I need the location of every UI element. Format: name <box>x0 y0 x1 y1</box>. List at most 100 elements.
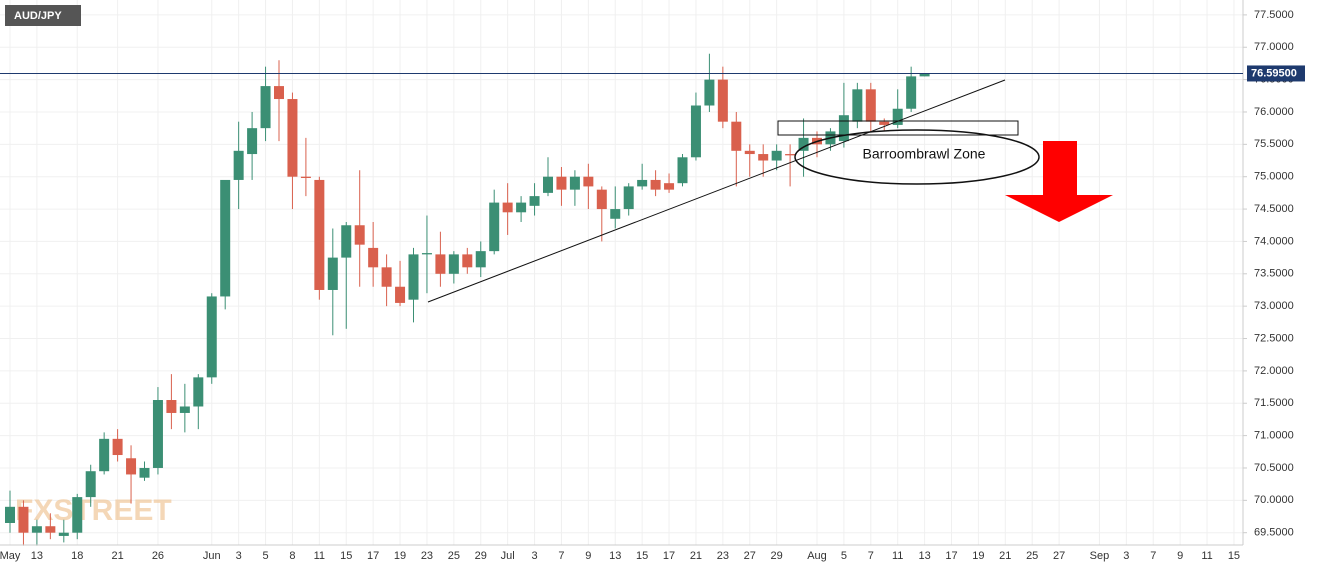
price-label: 76.59500 <box>1251 67 1297 79</box>
x-tick-label: 7 <box>868 550 874 562</box>
y-tick-label: 75.0000 <box>1254 171 1294 183</box>
candle-body <box>798 137 809 151</box>
candle-body <box>274 86 284 100</box>
x-tick-label: 25 <box>1026 550 1038 562</box>
candle-body <box>206 296 217 378</box>
watermark: FXSTREET <box>15 494 172 527</box>
x-tick-label: 17 <box>945 550 957 562</box>
candle-body <box>690 105 701 158</box>
x-tick-label: 21 <box>999 550 1011 562</box>
candle-body <box>260 86 271 129</box>
y-tick-label: 77.0000 <box>1254 41 1294 53</box>
axes: 69.5000 70.0000 70.5000 71.0000 71.5000 72.00… <box>0 9 1305 562</box>
candle-body <box>435 254 446 274</box>
y-tick-label: 71.5000 <box>1254 397 1294 409</box>
x-tick-label: Aug <box>807 550 827 562</box>
candle-body <box>395 286 406 303</box>
candle-body <box>179 406 190 413</box>
x-tick-label: Jun <box>203 550 221 562</box>
candle-body <box>623 186 634 210</box>
candle-body <box>758 154 769 161</box>
candle-body <box>731 121 742 151</box>
candle-body <box>220 179 231 297</box>
x-tick-label: 5 <box>262 550 268 562</box>
x-tick-label: 19 <box>394 550 406 562</box>
candle-body <box>664 183 675 190</box>
y-tick-label: 70.0000 <box>1254 494 1294 506</box>
x-tick-label: 29 <box>475 550 487 562</box>
candle-body <box>865 89 876 122</box>
trend-line <box>427 79 1006 303</box>
candle-body <box>475 251 486 268</box>
x-tick-label: 29 <box>771 550 783 562</box>
y-tick-label: 70.5000 <box>1254 462 1294 474</box>
x-tick-label: 3 <box>236 550 242 562</box>
zone-box <box>777 120 1019 136</box>
candle-body <box>193 377 204 407</box>
candle-body <box>45 526 56 533</box>
candles <box>5 53 930 546</box>
y-tick-label: 75.5000 <box>1254 138 1294 150</box>
candle-body <box>529 196 540 206</box>
candle-body <box>31 526 42 533</box>
candle-body <box>85 471 96 498</box>
candle-body <box>287 99 298 177</box>
candle-body <box>99 438 110 472</box>
candle-body <box>233 150 244 180</box>
candle-body <box>610 209 621 219</box>
symbol: AUD/JPY <box>14 10 62 22</box>
x-tick-label: 26 <box>152 550 164 562</box>
y-tick-label: 72.5000 <box>1254 332 1294 344</box>
y-tick-label: 73.5000 <box>1254 268 1294 280</box>
candle-body <box>583 176 594 187</box>
candle-body <box>139 467 150 478</box>
candle-body <box>327 257 338 290</box>
candle-body <box>892 108 903 125</box>
x-tick-label: 8 <box>289 550 295 562</box>
symbol-box <box>5 5 81 26</box>
x-tick-label: 25 <box>448 550 460 562</box>
candle-body <box>637 179 648 187</box>
candle-body <box>516 202 527 213</box>
y-tick-label: 69.5000 <box>1254 527 1294 539</box>
candle-body <box>166 400 177 413</box>
zone-label: Barroombrawl Zone <box>863 146 986 162</box>
x-tick-label: 17 <box>367 550 379 562</box>
candle-body <box>489 202 500 252</box>
candle-body <box>300 176 311 178</box>
x-tick-label: 21 <box>690 550 702 562</box>
x-tick-label: 13 <box>31 550 43 562</box>
x-tick-label: 13 <box>609 550 621 562</box>
candle-body <box>677 157 688 184</box>
x-tick-label: May <box>0 550 21 562</box>
y-tick-label: 74.0000 <box>1254 235 1294 247</box>
y-tick-label: 71.0000 <box>1254 430 1294 442</box>
y-tick-label: 77.5000 <box>1254 9 1294 21</box>
x-tick-label: 13 <box>918 550 930 562</box>
candle-body <box>448 254 459 274</box>
y-tick-label: 72.0000 <box>1254 365 1294 377</box>
candle-body <box>368 247 379 268</box>
candle-body <box>543 176 553 193</box>
candle-body <box>421 253 432 255</box>
x-tick-label: 21 <box>111 550 123 562</box>
x-tick-label: Sep <box>1090 550 1110 562</box>
candle-body <box>18 506 29 533</box>
x-tick-label: 7 <box>558 550 564 562</box>
candle-body <box>354 225 365 245</box>
candle-body <box>462 254 473 268</box>
x-tick-label: 9 <box>1177 550 1183 562</box>
candle-body <box>879 121 890 125</box>
candle-body <box>596 189 607 210</box>
candle-body <box>58 532 69 536</box>
candle-body <box>408 254 419 300</box>
candle-body <box>556 176 567 190</box>
down-arrow <box>1005 141 1113 222</box>
candle-body <box>72 497 83 533</box>
candle-body <box>126 458 137 475</box>
x-tick-label: 9 <box>585 550 591 562</box>
x-tick-label: Jul <box>501 550 515 562</box>
